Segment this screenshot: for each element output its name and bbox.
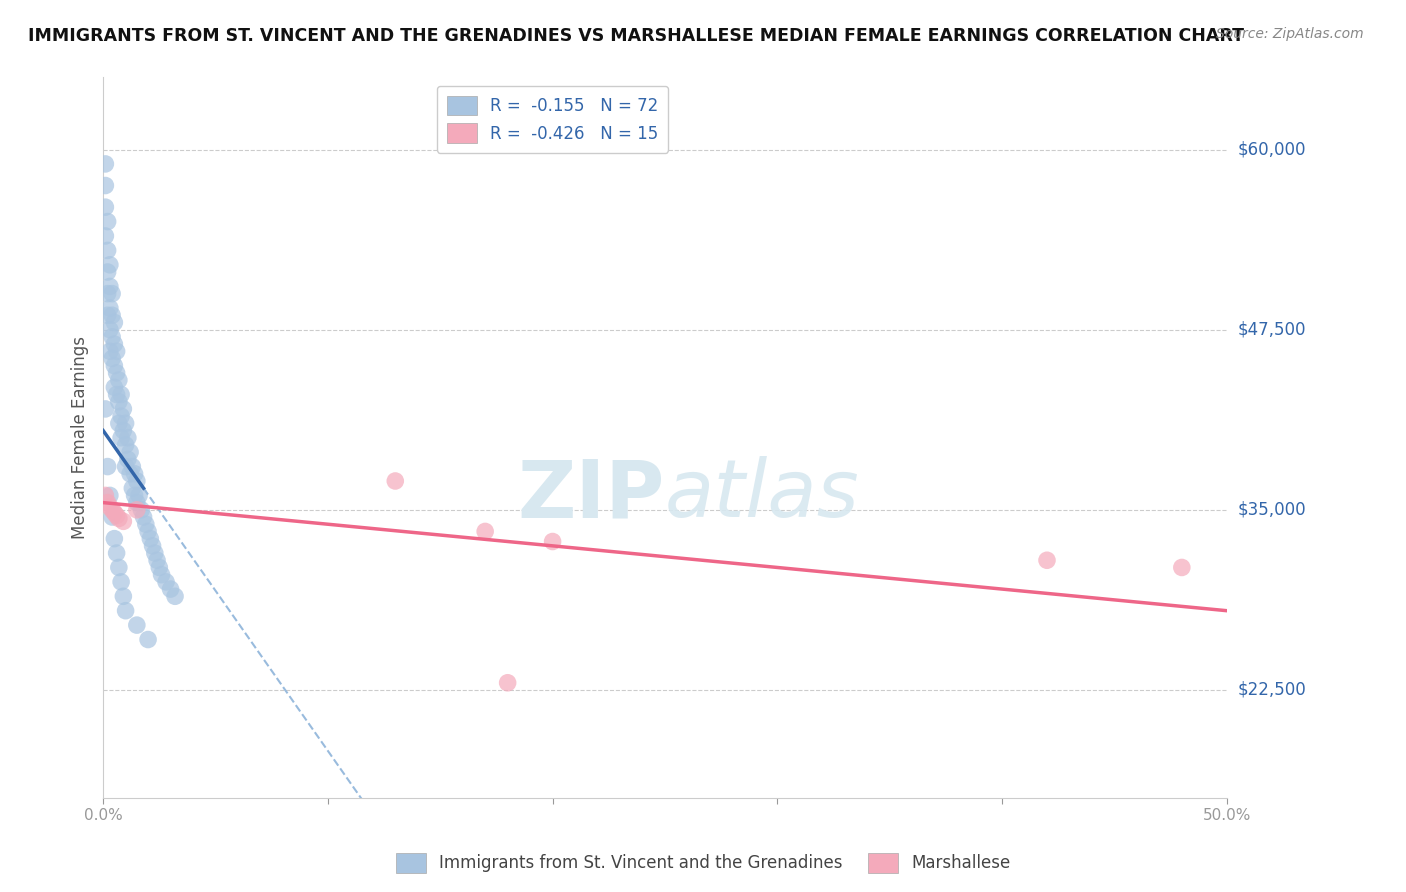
Point — [146, 553, 169, 567]
Text: $22,500: $22,500 — [1237, 681, 1306, 699]
Point — [94, 229, 117, 244]
Text: ZIP: ZIP — [517, 457, 665, 534]
Point — [97, 265, 120, 279]
Point — [110, 409, 132, 424]
Point — [120, 445, 142, 459]
Point — [101, 351, 124, 366]
Point — [108, 560, 131, 574]
Point — [101, 308, 124, 322]
Point — [98, 279, 121, 293]
Point — [541, 534, 564, 549]
Point — [125, 495, 148, 509]
Point — [105, 387, 128, 401]
Point — [105, 344, 128, 359]
Point — [97, 214, 120, 228]
Y-axis label: Median Female Earnings: Median Female Earnings — [72, 336, 89, 540]
Point — [112, 401, 135, 416]
Point — [117, 431, 139, 445]
Point — [1036, 553, 1059, 567]
Point — [101, 330, 124, 344]
Point — [496, 675, 519, 690]
Point — [110, 574, 132, 589]
Point — [132, 510, 155, 524]
Point — [125, 618, 148, 632]
Point — [159, 582, 181, 596]
Point — [125, 503, 148, 517]
Point — [97, 459, 120, 474]
Point — [124, 467, 146, 481]
Point — [98, 323, 121, 337]
Point — [103, 315, 125, 329]
Point — [121, 481, 143, 495]
Text: IMMIGRANTS FROM ST. VINCENT AND THE GRENADINES VS MARSHALLESE MEDIAN FEMALE EARN: IMMIGRANTS FROM ST. VINCENT AND THE GREN… — [28, 27, 1244, 45]
Point — [114, 417, 136, 431]
Point — [101, 503, 124, 517]
Point — [103, 359, 125, 373]
Point — [97, 495, 120, 509]
Point — [97, 286, 120, 301]
Point — [110, 431, 132, 445]
Point — [105, 366, 128, 380]
Point — [103, 337, 125, 351]
Point — [125, 474, 148, 488]
Point — [128, 488, 150, 502]
Text: $35,000: $35,000 — [1237, 500, 1306, 519]
Point — [94, 157, 117, 171]
Point — [136, 632, 159, 647]
Point — [97, 308, 120, 322]
Point — [101, 510, 124, 524]
Point — [136, 524, 159, 539]
Point — [121, 459, 143, 474]
Point — [384, 474, 406, 488]
Point — [117, 452, 139, 467]
Point — [163, 589, 186, 603]
Point — [155, 574, 177, 589]
Point — [112, 589, 135, 603]
Text: Source: ZipAtlas.com: Source: ZipAtlas.com — [1216, 27, 1364, 41]
Point — [110, 387, 132, 401]
Point — [94, 401, 117, 416]
Point — [98, 301, 121, 315]
Text: $47,500: $47,500 — [1237, 320, 1306, 339]
Point — [97, 244, 120, 258]
Point — [108, 417, 131, 431]
Point — [103, 532, 125, 546]
Point — [114, 604, 136, 618]
Point — [112, 424, 135, 438]
Point — [103, 380, 125, 394]
Legend: R =  -0.155   N = 72, R =  -0.426   N = 15: R = -0.155 N = 72, R = -0.426 N = 15 — [437, 86, 668, 153]
Point — [98, 258, 121, 272]
Point — [150, 567, 173, 582]
Point — [94, 488, 117, 502]
Point — [142, 539, 165, 553]
Point — [135, 517, 157, 532]
Text: $60,000: $60,000 — [1237, 141, 1306, 159]
Point — [94, 200, 117, 214]
Text: atlas: atlas — [665, 457, 859, 534]
Point — [108, 373, 131, 387]
Point — [114, 438, 136, 452]
Point — [108, 394, 131, 409]
Point — [1171, 560, 1194, 574]
Point — [143, 546, 166, 560]
Point — [101, 286, 124, 301]
Point — [98, 344, 121, 359]
Point — [105, 546, 128, 560]
Point — [139, 532, 162, 546]
Point — [474, 524, 496, 539]
Point — [131, 503, 153, 517]
Point — [94, 178, 117, 193]
Point — [108, 511, 131, 525]
Point — [124, 488, 146, 502]
Point — [148, 560, 170, 574]
Legend: Immigrants from St. Vincent and the Grenadines, Marshallese: Immigrants from St. Vincent and the Gren… — [389, 847, 1017, 880]
Point — [98, 488, 121, 502]
Point — [103, 506, 125, 520]
Point — [98, 500, 121, 514]
Point — [105, 508, 128, 523]
Point — [112, 514, 135, 528]
Point — [120, 467, 142, 481]
Point — [114, 459, 136, 474]
